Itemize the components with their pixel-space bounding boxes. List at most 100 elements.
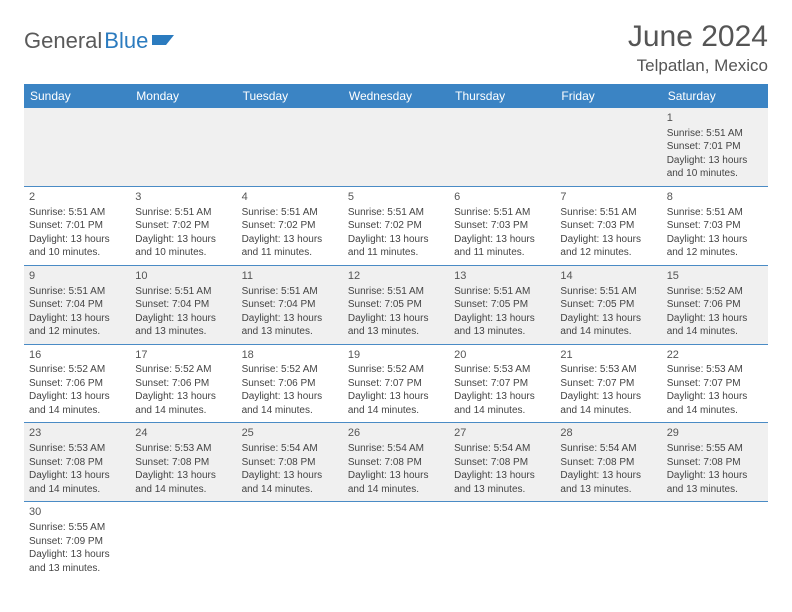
calendar-day-cell: 26Sunrise: 5:54 AMSunset: 7:08 PMDayligh… xyxy=(343,423,449,502)
calendar-empty-cell xyxy=(130,502,236,580)
daylight-line: Daylight: 13 hours and 13 minutes. xyxy=(667,469,763,496)
sunrise-line: Sunrise: 5:54 AM xyxy=(560,442,656,456)
sunset-line: Sunset: 7:01 PM xyxy=(667,140,763,154)
calendar-day-cell: 24Sunrise: 5:53 AMSunset: 7:08 PMDayligh… xyxy=(130,423,236,502)
day-number: 18 xyxy=(242,348,338,363)
day-header: Monday xyxy=(130,84,236,108)
calendar-header-row: SundayMondayTuesdayWednesdayThursdayFrid… xyxy=(24,84,768,108)
day-header: Friday xyxy=(555,84,661,108)
daylight-line: Daylight: 13 hours and 10 minutes. xyxy=(29,233,125,260)
day-number: 16 xyxy=(29,348,125,363)
sunrise-line: Sunrise: 5:51 AM xyxy=(348,206,444,220)
sunset-line: Sunset: 7:08 PM xyxy=(242,456,338,470)
day-number: 27 xyxy=(454,426,550,441)
title-block: June 2024 Telpatlan, Mexico xyxy=(628,20,768,76)
calendar-empty-cell xyxy=(449,108,555,186)
sunrise-line: Sunrise: 5:53 AM xyxy=(667,363,763,377)
sunset-line: Sunset: 7:06 PM xyxy=(135,377,231,391)
sunset-line: Sunset: 7:04 PM xyxy=(29,298,125,312)
sunrise-line: Sunrise: 5:51 AM xyxy=(667,127,763,141)
sunset-line: Sunset: 7:08 PM xyxy=(348,456,444,470)
day-number: 3 xyxy=(135,190,231,205)
sunrise-line: Sunrise: 5:53 AM xyxy=(29,442,125,456)
sunrise-line: Sunrise: 5:51 AM xyxy=(348,285,444,299)
calendar-day-cell: 11Sunrise: 5:51 AMSunset: 7:04 PMDayligh… xyxy=(237,265,343,344)
day-number: 29 xyxy=(667,426,763,441)
month-title: June 2024 xyxy=(628,20,768,54)
sunset-line: Sunset: 7:07 PM xyxy=(348,377,444,391)
sunset-line: Sunset: 7:03 PM xyxy=(454,219,550,233)
sunrise-line: Sunrise: 5:53 AM xyxy=(560,363,656,377)
daylight-line: Daylight: 13 hours and 13 minutes. xyxy=(454,312,550,339)
sunrise-line: Sunrise: 5:54 AM xyxy=(454,442,550,456)
day-number: 5 xyxy=(348,190,444,205)
calendar-day-cell: 27Sunrise: 5:54 AMSunset: 7:08 PMDayligh… xyxy=(449,423,555,502)
calendar-empty-cell xyxy=(662,502,768,580)
sunrise-line: Sunrise: 5:51 AM xyxy=(29,285,125,299)
sunrise-line: Sunrise: 5:55 AM xyxy=(667,442,763,456)
sunrise-line: Sunrise: 5:53 AM xyxy=(454,363,550,377)
day-header: Saturday xyxy=(662,84,768,108)
sunset-line: Sunset: 7:06 PM xyxy=(667,298,763,312)
sunrise-line: Sunrise: 5:51 AM xyxy=(560,206,656,220)
sunset-line: Sunset: 7:04 PM xyxy=(135,298,231,312)
calendar-week-row: 23Sunrise: 5:53 AMSunset: 7:08 PMDayligh… xyxy=(24,423,768,502)
sunset-line: Sunset: 7:02 PM xyxy=(242,219,338,233)
calendar-day-cell: 1Sunrise: 5:51 AMSunset: 7:01 PMDaylight… xyxy=(662,108,768,186)
daylight-line: Daylight: 13 hours and 14 minutes. xyxy=(135,390,231,417)
calendar-day-cell: 19Sunrise: 5:52 AMSunset: 7:07 PMDayligh… xyxy=(343,344,449,423)
sunset-line: Sunset: 7:03 PM xyxy=(667,219,763,233)
daylight-line: Daylight: 13 hours and 13 minutes. xyxy=(454,469,550,496)
daylight-line: Daylight: 13 hours and 12 minutes. xyxy=(560,233,656,260)
sunrise-line: Sunrise: 5:51 AM xyxy=(242,206,338,220)
calendar-day-cell: 7Sunrise: 5:51 AMSunset: 7:03 PMDaylight… xyxy=(555,186,661,265)
daylight-line: Daylight: 13 hours and 12 minutes. xyxy=(667,233,763,260)
sunrise-line: Sunrise: 5:51 AM xyxy=(242,285,338,299)
sunset-line: Sunset: 7:04 PM xyxy=(242,298,338,312)
day-number: 26 xyxy=(348,426,444,441)
calendar-day-cell: 25Sunrise: 5:54 AMSunset: 7:08 PMDayligh… xyxy=(237,423,343,502)
day-header: Thursday xyxy=(449,84,555,108)
sunrise-line: Sunrise: 5:51 AM xyxy=(135,285,231,299)
calendar-day-cell: 4Sunrise: 5:51 AMSunset: 7:02 PMDaylight… xyxy=(237,186,343,265)
daylight-line: Daylight: 13 hours and 12 minutes. xyxy=(29,312,125,339)
daylight-line: Daylight: 13 hours and 10 minutes. xyxy=(667,154,763,181)
calendar-day-cell: 22Sunrise: 5:53 AMSunset: 7:07 PMDayligh… xyxy=(662,344,768,423)
calendar-day-cell: 23Sunrise: 5:53 AMSunset: 7:08 PMDayligh… xyxy=(24,423,130,502)
calendar-empty-cell xyxy=(24,108,130,186)
day-header: Sunday xyxy=(24,84,130,108)
day-number: 10 xyxy=(135,269,231,284)
calendar-day-cell: 10Sunrise: 5:51 AMSunset: 7:04 PMDayligh… xyxy=(130,265,236,344)
calendar-day-cell: 9Sunrise: 5:51 AMSunset: 7:04 PMDaylight… xyxy=(24,265,130,344)
brand-part2: Blue xyxy=(104,28,148,54)
day-number: 9 xyxy=(29,269,125,284)
daylight-line: Daylight: 13 hours and 13 minutes. xyxy=(242,312,338,339)
sunrise-line: Sunrise: 5:51 AM xyxy=(667,206,763,220)
daylight-line: Daylight: 13 hours and 14 minutes. xyxy=(348,390,444,417)
calendar-empty-cell xyxy=(130,108,236,186)
calendar-day-cell: 21Sunrise: 5:53 AMSunset: 7:07 PMDayligh… xyxy=(555,344,661,423)
day-number: 21 xyxy=(560,348,656,363)
day-number: 6 xyxy=(454,190,550,205)
sunset-line: Sunset: 7:06 PM xyxy=(242,377,338,391)
daylight-line: Daylight: 13 hours and 14 minutes. xyxy=(667,312,763,339)
sunset-line: Sunset: 7:05 PM xyxy=(348,298,444,312)
header: General Blue June 2024 Telpatlan, Mexico xyxy=(24,20,768,76)
sunrise-line: Sunrise: 5:51 AM xyxy=(454,206,550,220)
calendar-empty-cell xyxy=(343,502,449,580)
sunrise-line: Sunrise: 5:53 AM xyxy=(135,442,231,456)
calendar-day-cell: 18Sunrise: 5:52 AMSunset: 7:06 PMDayligh… xyxy=(237,344,343,423)
sunrise-line: Sunrise: 5:51 AM xyxy=(454,285,550,299)
sunset-line: Sunset: 7:07 PM xyxy=(667,377,763,391)
calendar-body: 1Sunrise: 5:51 AMSunset: 7:01 PMDaylight… xyxy=(24,108,768,580)
calendar-empty-cell xyxy=(449,502,555,580)
calendar-day-cell: 17Sunrise: 5:52 AMSunset: 7:06 PMDayligh… xyxy=(130,344,236,423)
daylight-line: Daylight: 13 hours and 11 minutes. xyxy=(454,233,550,260)
calendar-day-cell: 29Sunrise: 5:55 AMSunset: 7:08 PMDayligh… xyxy=(662,423,768,502)
daylight-line: Daylight: 13 hours and 14 minutes. xyxy=(560,390,656,417)
sunset-line: Sunset: 7:03 PM xyxy=(560,219,656,233)
daylight-line: Daylight: 13 hours and 13 minutes. xyxy=(560,469,656,496)
calendar-day-cell: 30Sunrise: 5:55 AMSunset: 7:09 PMDayligh… xyxy=(24,502,130,580)
sunrise-line: Sunrise: 5:52 AM xyxy=(29,363,125,377)
sunset-line: Sunset: 7:07 PM xyxy=(454,377,550,391)
